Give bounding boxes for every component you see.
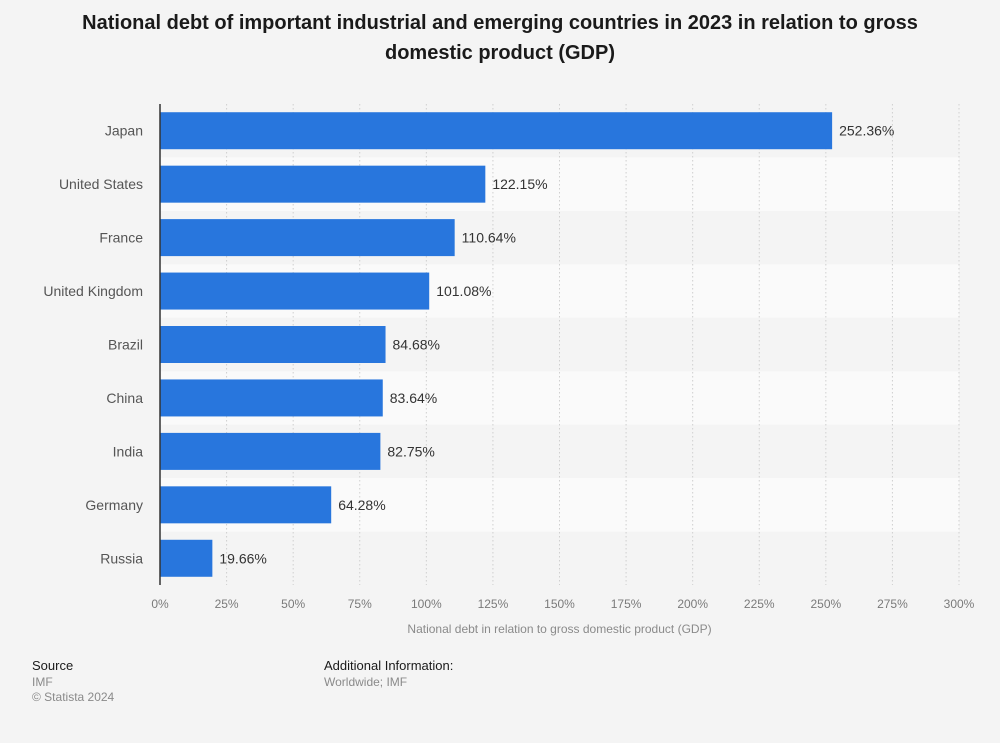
value-label: 101.08% [436, 283, 491, 299]
x-tick-label: 125% [478, 597, 509, 611]
x-tick-label: 150% [544, 597, 575, 611]
category-label: India [113, 443, 144, 459]
x-tick-label: 225% [744, 597, 775, 611]
value-label: 82.75% [387, 443, 434, 459]
value-label: 19.66% [219, 550, 266, 566]
category-label: China [106, 390, 143, 406]
bar [160, 112, 833, 150]
category-label: France [99, 230, 143, 246]
x-tick-label: 250% [810, 597, 841, 611]
x-tick-label: 100% [411, 597, 442, 611]
bar [160, 432, 381, 470]
x-tick-label: 175% [611, 597, 642, 611]
category-label: Japan [105, 123, 143, 139]
additional-info-text: Worldwide; IMF [324, 675, 408, 689]
bar [160, 539, 213, 577]
category-label: United Kingdom [43, 283, 143, 299]
additional-info-block: Additional Information: Worldwide; IMF [324, 658, 453, 690]
source-heading: Source [32, 658, 74, 673]
value-label: 122.15% [492, 176, 547, 192]
source-block: Source IMF © Statista 2024 [32, 658, 114, 705]
value-label: 83.64% [390, 390, 437, 406]
value-label: 252.36% [839, 123, 894, 139]
value-label: 64.28% [338, 497, 385, 513]
x-tick-label: 0% [151, 597, 169, 611]
bar [160, 165, 486, 203]
bar [160, 272, 430, 310]
x-tick-label: 275% [877, 597, 908, 611]
copyright-text: © Statista 2024 [32, 690, 115, 704]
bar [160, 219, 455, 257]
x-tick-label: 50% [281, 597, 305, 611]
value-label: 84.68% [393, 337, 440, 353]
value-label: 110.64% [462, 230, 516, 246]
x-tick-label: 75% [348, 597, 372, 611]
x-tick-label: 25% [215, 597, 239, 611]
category-label: Brazil [108, 337, 143, 353]
x-axis-title: National debt in relation to gross domes… [407, 622, 711, 636]
x-tick-label: 200% [677, 597, 708, 611]
category-label: Russia [100, 550, 143, 566]
additional-info-heading: Additional Information: [324, 658, 454, 673]
bar [160, 379, 383, 417]
category-label: Germany [85, 497, 143, 513]
chart-title: National debt of important industrial an… [82, 12, 918, 64]
category-label: United States [59, 176, 143, 192]
source-name: IMF [32, 675, 53, 689]
bar [160, 486, 332, 524]
bar [160, 326, 386, 363]
x-tick-label: 300% [944, 597, 975, 611]
